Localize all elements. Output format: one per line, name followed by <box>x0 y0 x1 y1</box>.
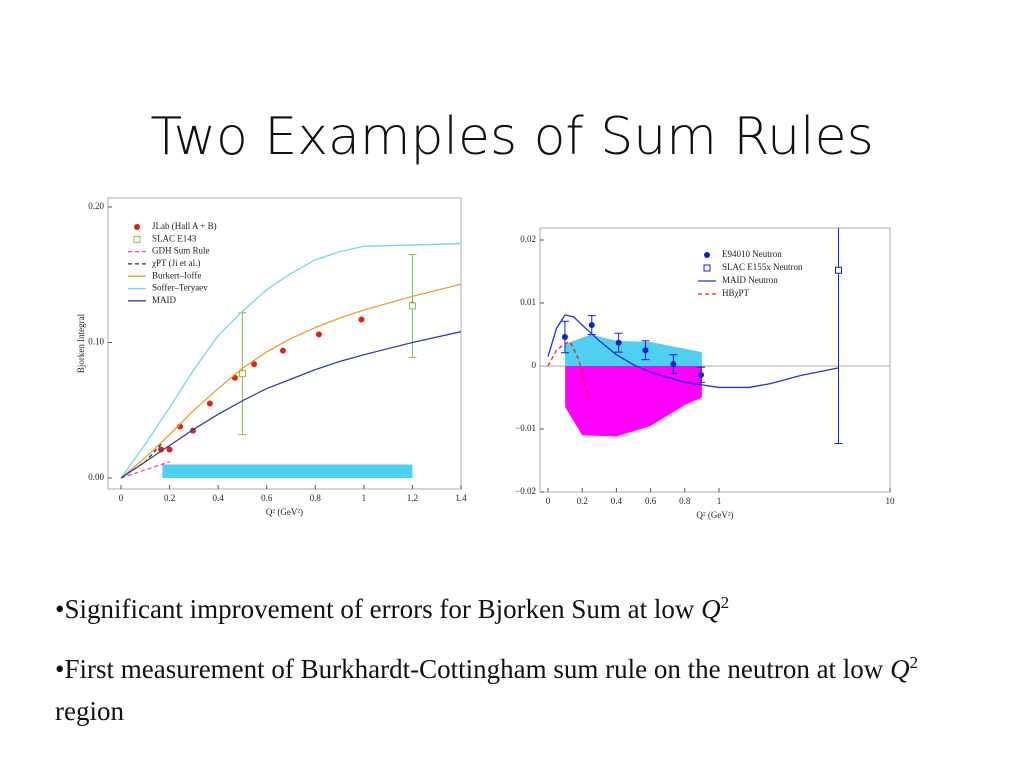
bullet: •First measurement of Burkhardt-Cottingh… <box>55 648 955 732</box>
legend-swatch <box>704 252 710 258</box>
plot-frame <box>107 197 462 490</box>
data-point <box>279 347 286 354</box>
series-line <box>547 314 839 389</box>
data-point <box>698 371 705 378</box>
data-point <box>251 361 258 368</box>
plot-area <box>547 228 843 444</box>
data-point <box>315 331 322 338</box>
y-tick-label: −0.01 <box>515 423 536 433</box>
x-tick-label: 0.6 <box>645 496 657 506</box>
bullet-sup: 2 <box>909 653 919 672</box>
chart: 0 0.2 0.4 0.6 0.8 1 10 −0.02 −0.01 0 0.01 0.02 Q² (G… <box>515 227 896 520</box>
y-tick-label: 0 <box>532 360 537 370</box>
band <box>565 366 702 437</box>
x-tick-label: 0.6 <box>261 493 273 503</box>
chart: 0 0.2 0.4 0.6 0.8 1 1.2 1.4 0.00 0.10 0.20 Q² (GeV²… <box>76 197 467 517</box>
y-tick-label: 0.01 <box>520 297 536 307</box>
x-tick-label: 0.2 <box>164 493 175 503</box>
x-tick-label: 1 <box>717 496 722 506</box>
legend-label: JLab (Hall A + B) <box>152 221 217 231</box>
legend-swatch <box>703 264 711 272</box>
legend-label: SLAC E155x Neutron <box>722 262 803 272</box>
x-tick-label: 10 <box>886 496 896 506</box>
data-point <box>670 361 677 368</box>
series-line <box>120 461 170 479</box>
legend-label: GDH Sum Rule <box>152 246 210 256</box>
legend-label: Soffer–Teryaev <box>152 283 208 293</box>
legend-label: Burkert–Ioffe <box>152 270 201 280</box>
legend-swatch <box>133 235 141 243</box>
bullet-sup: 2 <box>720 593 730 612</box>
legend-swatch <box>134 224 140 230</box>
legend-label: MAID Neutron <box>722 275 778 285</box>
x-tick-label: 1.4 <box>455 493 467 503</box>
series-line <box>547 341 590 401</box>
bullet-var: Q <box>890 654 910 684</box>
data-point <box>166 446 173 453</box>
data-point <box>615 339 622 346</box>
y-axis-label: Bjorken Integral <box>76 313 86 373</box>
series-line <box>120 242 461 479</box>
x-tick-label: 1 <box>362 493 367 503</box>
x-tick-label: 0.8 <box>310 493 322 503</box>
band <box>162 464 413 478</box>
x-tick-label: 1.2 <box>407 493 418 503</box>
data-point <box>358 316 365 323</box>
x-axis-label: Q² (GeV²) <box>266 507 303 517</box>
y-tick-label: 0.02 <box>520 234 536 244</box>
band <box>565 334 702 366</box>
data-point <box>642 347 649 354</box>
bullet-text: •First measurement of Burkhardt-Cottingh… <box>55 654 891 684</box>
data-point <box>238 370 246 378</box>
legend-label: E94010 Neutron <box>722 249 782 259</box>
data-point <box>206 400 213 407</box>
bullet-list: •Significant improvement of errors for B… <box>55 588 955 750</box>
legend-label: MAID <box>152 295 176 305</box>
plot-frame <box>539 227 891 493</box>
legend-label: χPT (Ji et al.) <box>151 258 200 268</box>
x-tick-label: 0.8 <box>679 496 691 506</box>
legend-label: SLAC E143 <box>152 233 197 243</box>
data-point <box>158 446 165 453</box>
x-tick-label: 0.2 <box>577 496 588 506</box>
x-axis-label: Q² (GeV²) <box>696 510 733 520</box>
plot-area <box>120 242 461 479</box>
y-tick-label: 0.00 <box>88 472 104 482</box>
y-tick-label: −0.02 <box>515 486 536 496</box>
x-tick-label: 0 <box>546 496 551 506</box>
x-tick-label: 0.4 <box>213 493 225 503</box>
data-point <box>835 266 843 274</box>
series-line <box>120 331 461 479</box>
data-point <box>588 322 595 329</box>
slide-title: Two Examples of Sum Rules <box>150 107 873 167</box>
y-tick-label: 0.10 <box>88 337 104 347</box>
y-tick-label: 0.20 <box>88 201 104 211</box>
bullet: •Significant improvement of errors for B… <box>55 588 955 630</box>
series-line <box>120 283 461 479</box>
bullet-text: •Significant improvement of errors for B… <box>55 594 702 624</box>
bullet-var: Q <box>701 594 721 624</box>
data-point <box>561 334 568 341</box>
legend-label: HBχPT <box>722 288 750 298</box>
x-tick-label: 0 <box>119 493 124 503</box>
bullet-text: region <box>55 696 124 726</box>
data-point <box>408 302 416 310</box>
x-tick-label: 0.4 <box>611 496 623 506</box>
